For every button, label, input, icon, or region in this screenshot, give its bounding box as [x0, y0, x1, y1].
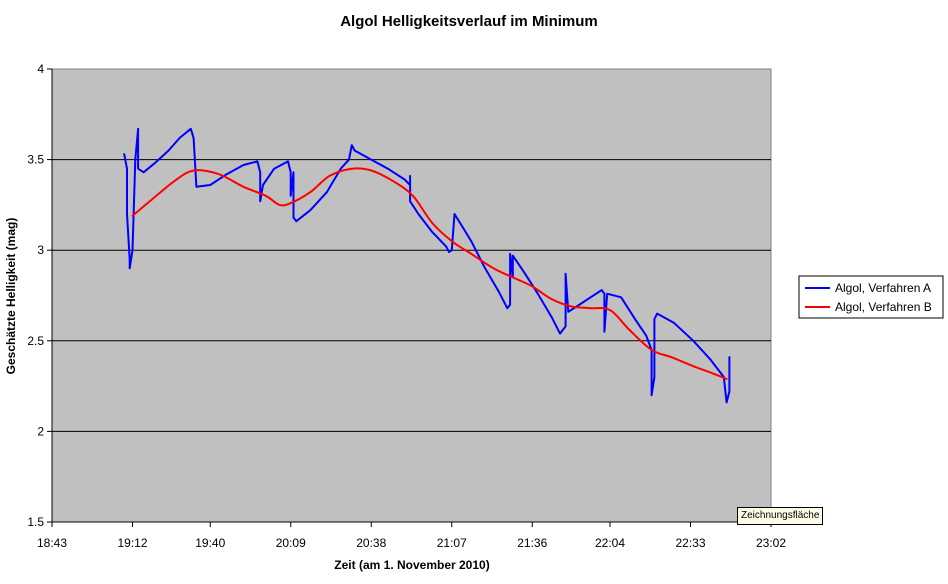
- x-tick-label: 22:33: [675, 536, 705, 550]
- y-axis-label: Geschätzte Helligkeit (mag): [4, 218, 18, 375]
- grid-lines: [52, 159, 771, 432]
- y-tick-label: 3.5: [27, 153, 44, 167]
- x-tick-label: 23:02: [756, 536, 786, 550]
- x-tick-label: 19:12: [117, 536, 147, 550]
- legend-label: Algol, Verfahren B: [835, 300, 932, 314]
- y-tick-label: 2.5: [27, 334, 44, 348]
- y-tick-label: 3: [37, 243, 44, 257]
- x-axis-label: Zeit (am 1. November 2010): [334, 558, 489, 572]
- y-tick-label: 2: [37, 424, 44, 438]
- legend: Algol, Verfahren A Algol, Verfahren B: [798, 275, 944, 319]
- series-lines: [123, 127, 731, 404]
- plot-background: [51, 68, 772, 523]
- x-tick-label: 18:43: [37, 536, 67, 550]
- series-line-verfahren-b: [131, 167, 728, 380]
- x-tick-label: 20:38: [356, 536, 386, 550]
- x-tick-label: 19:40: [195, 536, 225, 550]
- x-tick-label: 21:07: [437, 536, 467, 550]
- y-tick-labels: 1.5 2 2.5 3 3.5 4: [27, 62, 44, 529]
- series-line-verfahren-a: [123, 127, 731, 404]
- x-tick-label: 20:09: [276, 536, 306, 550]
- x-tick-labels: 18:43 19:12 19:40 20:09 20:38 21:07 21:36 22:04…: [37, 536, 786, 550]
- plot-area-tooltip: Zeichnungsfläche: [737, 507, 824, 525]
- x-tick-label: 22:04: [595, 536, 625, 550]
- y-tick-label: 1.5: [27, 515, 44, 529]
- chart-title: Algol Helligkeitsverlauf im Minimum: [340, 13, 598, 30]
- x-tick-label: 21:36: [517, 536, 547, 550]
- legend-box: [798, 275, 944, 319]
- plot-area: [51, 68, 772, 523]
- legend-label: Algol, Verfahren A: [835, 281, 931, 295]
- axes: [47, 68, 772, 527]
- y-tick-label: 4: [37, 62, 44, 76]
